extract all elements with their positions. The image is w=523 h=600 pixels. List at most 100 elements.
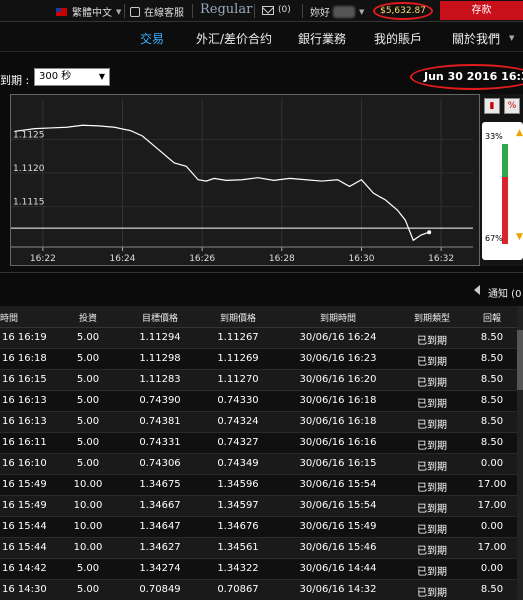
table-cell: 1.11298 bbox=[139, 353, 181, 364]
table-cell: 1.34322 bbox=[217, 563, 259, 574]
table-cell: 16 16:15 bbox=[2, 374, 47, 385]
user-menu[interactable]: 妳好 ▼ bbox=[310, 4, 364, 19]
column-header: 到期類型 bbox=[413, 314, 451, 324]
table-row[interactable]: 16 15:44 10.00 1.34647 1.34676 30/06/16 15:4… bbox=[0, 517, 523, 538]
expand-left-icon[interactable] bbox=[474, 285, 480, 295]
x-tick-label: 16:28 bbox=[269, 254, 295, 264]
nav-item-forex-cfd[interactable]: 外汇/差价合约 bbox=[196, 32, 273, 46]
y-tick-label: 1.1125 bbox=[13, 130, 45, 140]
mail-count: (0) bbox=[278, 5, 291, 15]
table-cell: 30/06/16 14:44 bbox=[299, 563, 377, 574]
arrow-down-icon: ▼ bbox=[516, 232, 523, 242]
table-cell: 0.74349 bbox=[217, 458, 259, 469]
nav-item-banking[interactable]: 銀行業務 bbox=[298, 32, 347, 46]
table-cell: 0.70867 bbox=[217, 584, 259, 595]
table-cell: 16 16:11 bbox=[2, 437, 47, 448]
table-row[interactable]: 16 16:10 5.00 0.74306 0.74349 30/06/16 16:15… bbox=[0, 454, 523, 475]
table-cell: 30/06/16 16:23 bbox=[299, 353, 377, 364]
table-cell: 8.50 bbox=[480, 353, 504, 364]
arrow-up-icon: ▲ bbox=[516, 128, 523, 138]
table-row[interactable]: 16 15:49 10.00 1.34675 1.34596 30/06/16 15:5… bbox=[0, 475, 523, 496]
server-datetime: Jun 30 2016 16:32:1 bbox=[410, 64, 523, 90]
table-cell: 16 15:49 bbox=[2, 479, 47, 490]
live-support-link[interactable]: 在線客服 bbox=[130, 4, 184, 19]
candlestick-toggle-icon[interactable]: ▮ bbox=[484, 98, 500, 114]
table-cell: 10.00 bbox=[73, 500, 103, 511]
table-cell: 1.11283 bbox=[139, 374, 181, 385]
call-ratio-bar bbox=[502, 144, 508, 177]
table-row[interactable]: 16 15:49 10.00 1.34667 1.34597 30/06/16 15:5… bbox=[0, 496, 523, 517]
support-icon bbox=[130, 6, 140, 17]
expired-trades-table: 時間 投資 目標價格 到期價格 到期時間 到期類型 回報 16 16:19 5.00 1.112… bbox=[0, 306, 523, 600]
table-cell: 5.00 bbox=[76, 563, 100, 574]
table-cell: 1.34596 bbox=[217, 479, 259, 490]
table-cell: 5.00 bbox=[76, 584, 100, 595]
table-cell: 0.00 bbox=[480, 458, 504, 469]
table-cell: 16 16:13 bbox=[2, 416, 47, 427]
notice-label[interactable]: 通知 (0 bbox=[488, 289, 522, 300]
table-cell: 1.34597 bbox=[217, 500, 259, 511]
table-cell: 0.74327 bbox=[217, 437, 259, 448]
table-cell: 16 14:30 bbox=[2, 584, 47, 595]
table-cell: 30/06/16 15:54 bbox=[299, 479, 377, 490]
deposit-button[interactable]: 存款 bbox=[440, 1, 523, 20]
column-header: 到期時間 bbox=[319, 314, 357, 324]
table-cell: 16 16:19 bbox=[2, 332, 47, 343]
table-row[interactable]: 16 14:42 5.00 1.34274 1.34322 30/06/16 14:44… bbox=[0, 559, 523, 580]
account-balance: $5,632.87 bbox=[373, 2, 433, 20]
price-chart[interactable]: 16:22 16:24 16:26 16:28 16:30 16:32 1.1125 1.11… bbox=[10, 94, 480, 266]
table-cell: 8.50 bbox=[480, 584, 504, 595]
table-row[interactable]: 16 16:18 5.00 1.11298 1.11269 30/06/16 16:23… bbox=[0, 349, 523, 370]
dropdown-arrow-icon: ▼ bbox=[98, 72, 105, 81]
table-cell: 已到期 bbox=[417, 441, 447, 452]
nav-item-trade[interactable]: 交易 bbox=[140, 32, 165, 46]
table-cell: 5.00 bbox=[76, 437, 100, 448]
put-ratio-bar bbox=[502, 177, 508, 244]
table-scrollbar[interactable] bbox=[517, 306, 523, 600]
x-tick-label: 16:24 bbox=[110, 254, 136, 264]
divider bbox=[192, 4, 193, 18]
table-row[interactable]: 16 15:44 10.00 1.34627 1.34561 30/06/16 15:4… bbox=[0, 538, 523, 559]
price-series-line bbox=[14, 124, 430, 242]
table-cell: 10.00 bbox=[73, 542, 103, 553]
envelope-icon bbox=[262, 5, 274, 15]
table-cell: 0.74331 bbox=[139, 437, 181, 448]
table-row[interactable]: 16 16:15 5.00 1.11283 1.11270 30/06/16 16:20… bbox=[0, 370, 523, 391]
table-cell: 16 15:49 bbox=[2, 500, 47, 511]
column-header: 目標價格 bbox=[141, 314, 179, 324]
table-cell: 1.34561 bbox=[217, 542, 259, 553]
nav-item-my-account[interactable]: 我的賬戶 bbox=[374, 32, 423, 46]
table-cell: 1.11269 bbox=[217, 353, 259, 364]
table-cell: 已到期 bbox=[417, 567, 447, 578]
percent-toggle-icon[interactable]: % bbox=[504, 98, 520, 114]
table-cell: 10.00 bbox=[73, 521, 103, 532]
table-cell: 30/06/16 15:46 bbox=[299, 542, 377, 553]
table-cell: 0.00 bbox=[480, 521, 504, 532]
table-row[interactable]: 16 14:30 5.00 0.70849 0.70867 30/06/16 14:32… bbox=[0, 580, 523, 600]
table-cell: 1.11267 bbox=[217, 332, 259, 343]
chart-side-panel: ▮ % 33% ▲ 67% ▼ bbox=[480, 94, 523, 266]
table-cell: 30/06/16 16:16 bbox=[299, 437, 377, 448]
chevron-down-icon: ▼ bbox=[359, 7, 365, 16]
table-cell: 已到期 bbox=[417, 336, 447, 347]
mail-button[interactable]: (0) bbox=[262, 5, 291, 15]
table-row[interactable]: 16 16:13 5.00 0.74390 0.74330 30/06/16 16:18… bbox=[0, 391, 523, 412]
nav-item-about-us[interactable]: 關於我們 bbox=[452, 32, 501, 46]
table-row[interactable]: 16 16:19 5.00 1.11294 1.11267 30/06/16 16:24… bbox=[0, 328, 523, 349]
language-selector[interactable]: 繁體中文 ▼ bbox=[56, 4, 121, 19]
scrollbar-thumb[interactable] bbox=[517, 330, 523, 390]
table-row[interactable]: 16 16:13 5.00 0.74381 0.74324 30/06/16 16:18… bbox=[0, 412, 523, 433]
x-tick-label: 16:30 bbox=[349, 254, 375, 264]
table-cell: 已到期 bbox=[417, 399, 447, 410]
table-cell: 30/06/16 15:49 bbox=[299, 521, 377, 532]
table-cell: 17.00 bbox=[477, 500, 507, 511]
username-redacted bbox=[333, 5, 355, 18]
column-header: 回報 bbox=[482, 314, 502, 324]
table-row[interactable]: 16 16:11 5.00 0.74331 0.74327 30/06/16 16:16… bbox=[0, 433, 523, 454]
table-cell: 已到期 bbox=[417, 462, 447, 473]
divider bbox=[254, 4, 255, 18]
expiry-select[interactable]: 300 秒 ▼ bbox=[34, 68, 110, 86]
support-label: 在線客服 bbox=[144, 8, 184, 19]
table-cell: 已到期 bbox=[417, 420, 447, 431]
account-type-label: Regular bbox=[200, 2, 253, 17]
